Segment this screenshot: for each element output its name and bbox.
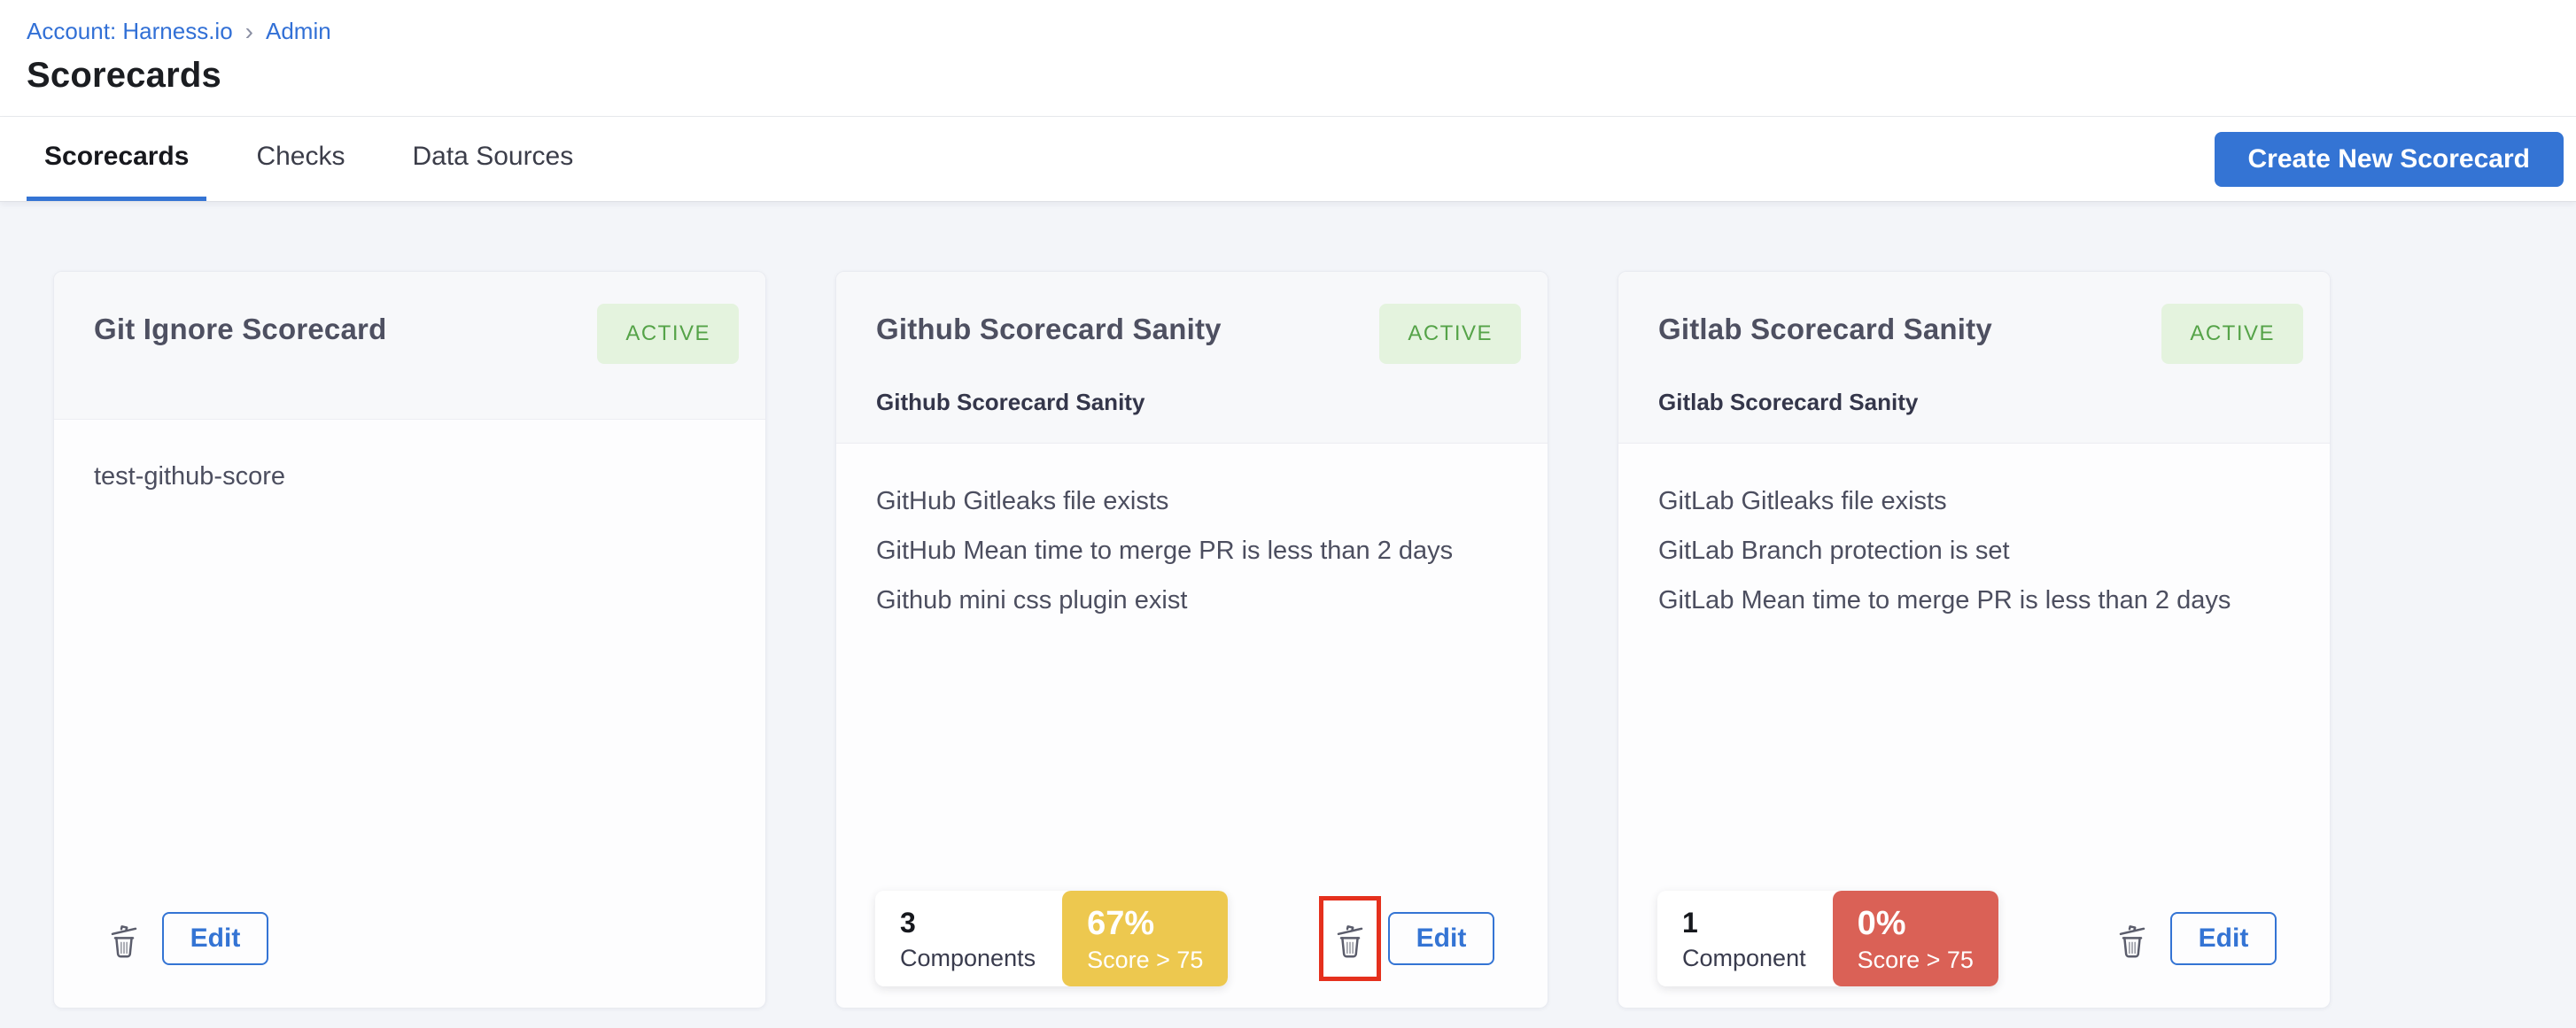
scorecard-title: Gitlab Scorecard Sanity: [1658, 313, 1992, 345]
check-item: Github mini css plugin exist: [876, 586, 1188, 614]
components-count: 3: [900, 907, 916, 939]
scorecard-card: Github Scorecard Sanity ACTIVE Github Sc…: [835, 271, 1548, 1009]
components-count-label: Component: [1682, 945, 1806, 971]
score-percent-label: Score > 75: [1087, 947, 1204, 973]
scorecard-card-footer: Edit: [54, 889, 765, 1008]
scorecard-card-header: Git Ignore Scorecard ACTIVE: [54, 272, 765, 420]
scorecard-card-footer: 3 Components 67% Score > 75: [836, 889, 1548, 1008]
components-score-widget: 1 Component 0% Score > 75: [1657, 891, 1998, 986]
scorecard-subtitle: Gitlab Scorecard Sanity: [1658, 389, 1919, 415]
breadcrumb-admin-link[interactable]: Admin: [266, 18, 331, 44]
scorecard-title: Git Ignore Scorecard: [94, 313, 387, 345]
scorecards-grid: Git Ignore Scorecard ACTIVE test-github-…: [53, 271, 2576, 1009]
trash-icon: [1337, 925, 1363, 958]
check-item: GitLab Branch protection is set: [1658, 537, 2010, 565]
tab-scorecards[interactable]: Scorecards: [27, 117, 207, 201]
breadcrumb: Account: Harness.io › Admin: [27, 18, 2549, 45]
checks-list: GitLab Gitleaks file exists GitLab Branch…: [1658, 486, 2290, 615]
trash-icon: [2119, 925, 2145, 958]
scorecard-subtitle: Github Scorecard Sanity: [876, 389, 1145, 415]
scorecard-card-body: test-github-score: [54, 420, 765, 889]
check-item: GitLab Mean time to merge PR is less tha…: [1658, 586, 2231, 614]
score-percent: 0%: [1857, 905, 1906, 942]
trash-icon: [111, 925, 137, 958]
content-area: Git Ignore Scorecard ACTIVE test-github-…: [0, 202, 2576, 1028]
breadcrumb-account-link[interactable]: Account: Harness.io: [27, 18, 233, 44]
components-score-widget: 3 Components 67% Score > 75: [875, 891, 1229, 986]
check-item: GitHub Gitleaks file exists: [876, 487, 1169, 515]
score-percent-cell: 0% Score > 75: [1832, 891, 1998, 986]
scorecard-title: Github Scorecard Sanity: [876, 313, 1222, 345]
scorecard-description: test-github-score: [94, 462, 285, 491]
delete-scorecard-button-highlighted[interactable]: [1319, 896, 1381, 981]
edit-scorecard-button[interactable]: Edit: [1388, 912, 1494, 965]
chevron-right-icon: ›: [244, 17, 253, 45]
page-title: Scorecards: [27, 56, 221, 95]
check-item: GitLab Gitleaks file exists: [1658, 487, 1947, 515]
scorecard-card-header: Gitlab Scorecard Sanity ACTIVE Gitlab Sc…: [1618, 272, 2330, 444]
delete-scorecard-button[interactable]: [93, 896, 155, 981]
status-badge: ACTIVE: [2161, 304, 2303, 364]
page-header: Account: Harness.io › Admin Scorecards: [0, 0, 2576, 117]
scorecard-card-body: GitLab Gitleaks file exists GitLab Branch…: [1618, 444, 2330, 889]
scorecard-card: Git Ignore Scorecard ACTIVE test-github-…: [53, 271, 766, 1009]
score-percent-label: Score > 75: [1857, 947, 1974, 973]
components-count: 1: [1682, 907, 1698, 939]
scorecard-card-footer: 1 Component 0% Score > 75: [1618, 889, 2330, 1008]
status-badge: ACTIVE: [1379, 304, 1521, 364]
components-count-cell: 3 Components: [875, 891, 1062, 986]
card-actions: Edit: [93, 896, 268, 981]
components-count-label: Components: [900, 945, 1036, 971]
scorecard-card-header: Github Scorecard Sanity ACTIVE Github Sc…: [836, 272, 1548, 444]
check-item: GitHub Mean time to merge PR is less tha…: [876, 537, 1454, 565]
components-count-cell: 1 Component: [1657, 891, 1833, 986]
card-actions: Edit: [2101, 896, 2277, 981]
delete-scorecard-button[interactable]: [2101, 896, 2163, 981]
score-percent-cell: 67% Score > 75: [1062, 891, 1229, 986]
checks-list: GitHub Gitleaks file exists GitHub Mean t…: [876, 486, 1508, 615]
edit-scorecard-button[interactable]: Edit: [2170, 912, 2277, 965]
tab-data-sources[interactable]: Data Sources: [412, 142, 574, 171]
card-actions: Edit: [1319, 896, 1494, 981]
tab-checks[interactable]: Checks: [256, 142, 345, 171]
create-new-scorecard-button[interactable]: Create New Scorecard: [2214, 131, 2564, 187]
scorecard-card: Gitlab Scorecard Sanity ACTIVE Gitlab Sc…: [1618, 271, 2331, 1009]
scorecard-card-body: GitHub Gitleaks file exists GitHub Mean t…: [836, 444, 1548, 889]
status-badge: ACTIVE: [597, 304, 739, 364]
score-percent: 67%: [1087, 905, 1155, 942]
edit-scorecard-button[interactable]: Edit: [162, 912, 268, 965]
tab-bar: Scorecards Checks Data Sources Create New …: [0, 117, 2576, 202]
